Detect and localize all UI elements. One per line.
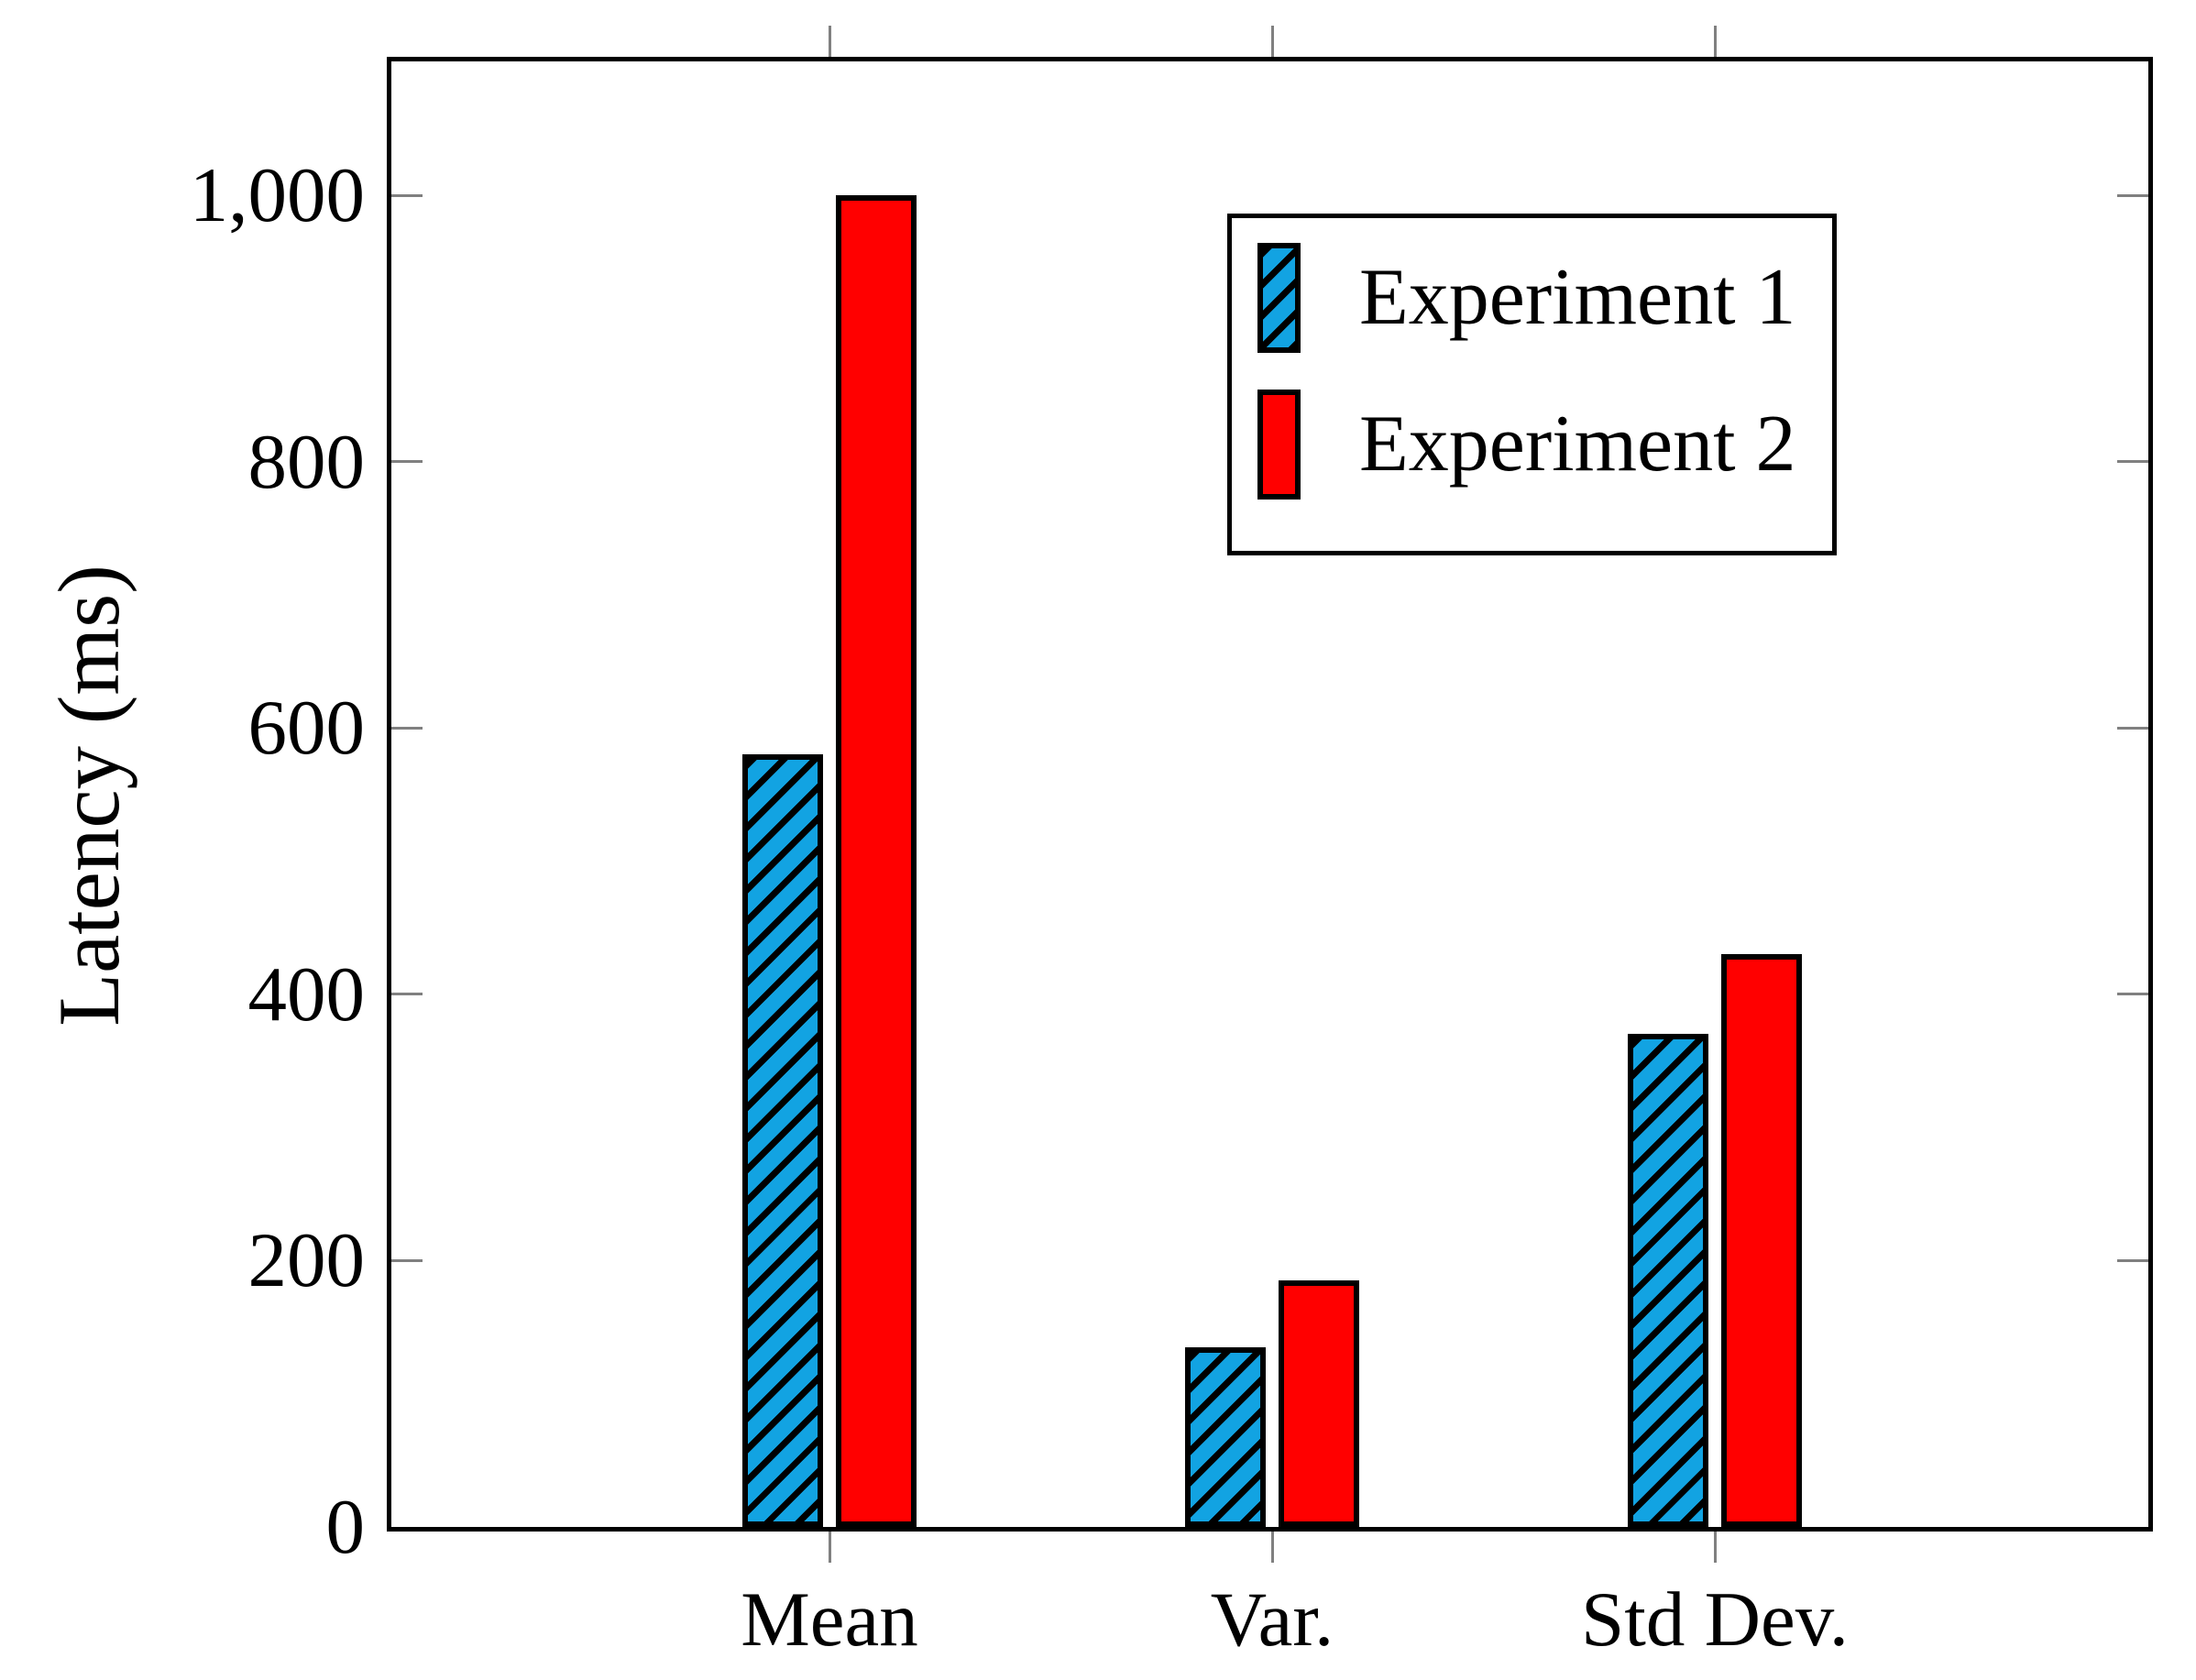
y-axis-title: Latency (ms) xyxy=(40,565,137,1027)
x-category-label: Var. xyxy=(1210,1576,1334,1663)
legend-item-experiment-2: Experiment 2 xyxy=(1257,390,1796,500)
y-axis-tick xyxy=(2117,460,2148,464)
y-axis-tick xyxy=(391,1258,423,1262)
legend-swatch-experiment-2 xyxy=(1257,390,1301,500)
x-axis-tick xyxy=(1270,26,1274,57)
bar-experiment-2-var xyxy=(1279,1280,1359,1527)
y-axis-tick xyxy=(391,460,423,464)
bar-experiment-1-stddev xyxy=(1628,1034,1708,1527)
y-axis-tick xyxy=(2117,193,2148,197)
legend-label: Experiment 1 xyxy=(1359,253,1796,342)
x-axis-tick xyxy=(828,1532,831,1563)
legend-item-experiment-1: Experiment 1 xyxy=(1257,243,1796,353)
legend-label: Experiment 2 xyxy=(1359,400,1796,489)
y-axis-tick xyxy=(2117,1258,2148,1262)
x-axis-tick xyxy=(1713,1532,1717,1563)
x-axis-tick xyxy=(1270,1532,1274,1563)
y-tick-label: 600 xyxy=(247,685,366,772)
y-axis-tick xyxy=(2117,993,2148,996)
y-tick-label: 0 xyxy=(325,1484,366,1570)
x-axis-tick xyxy=(1713,26,1717,57)
bar-experiment-1-var xyxy=(1185,1347,1266,1527)
x-category-label: Mean xyxy=(741,1576,918,1663)
y-tick-label: 200 xyxy=(247,1217,366,1304)
bar-experiment-2-mean xyxy=(836,195,917,1527)
x-category-label: Std Dev. xyxy=(1581,1576,1849,1663)
y-axis-tick xyxy=(391,193,423,197)
y-tick-label: 400 xyxy=(247,950,366,1038)
y-tick-label: 1,000 xyxy=(189,152,365,238)
y-axis-tick xyxy=(391,726,423,730)
legend-swatch-experiment-1 xyxy=(1257,243,1301,353)
bar-experiment-2-stddev xyxy=(1721,954,1802,1527)
bar-experiment-1-mean xyxy=(742,754,823,1527)
legend-box: Experiment 1 Experiment 2 xyxy=(1227,214,1837,555)
y-axis-tick xyxy=(2117,726,2148,730)
y-tick-label: 800 xyxy=(247,418,366,505)
y-axis-tick xyxy=(391,993,423,996)
x-axis-tick xyxy=(828,26,831,57)
